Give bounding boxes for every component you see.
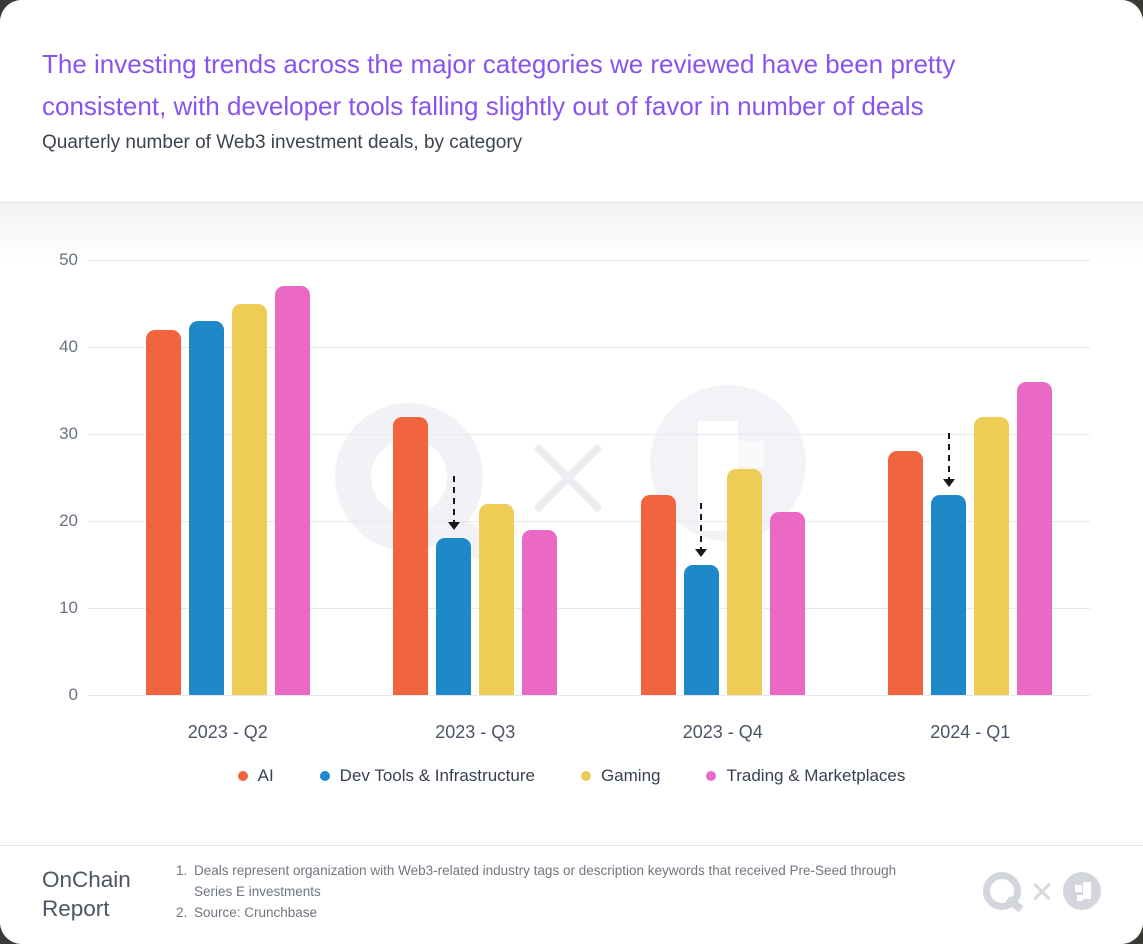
chart-subtitle: Quarterly number of Web3 investment deal… bbox=[42, 132, 523, 153]
footnotes: 1. Deals represent organization with Web3… bbox=[176, 860, 936, 923]
gridline bbox=[88, 608, 1090, 609]
chart-legend: AI Dev Tools & Infrastructure Gaming Tradin… bbox=[0, 766, 1143, 786]
bar-ai-2023-q4 bbox=[640, 494, 676, 695]
gridline bbox=[88, 347, 1090, 348]
header: The investing trends across the major ca… bbox=[0, 0, 1143, 202]
bar-trading-marketplaces-2023-q3 bbox=[522, 529, 558, 695]
legend-label: Dev Tools & Infrastructure bbox=[339, 766, 535, 785]
cross-watermark-icon bbox=[533, 443, 603, 513]
footnote-1: 1. Deals represent organization with Web3… bbox=[176, 863, 897, 899]
legend-item-gaming: Gaming bbox=[580, 766, 661, 786]
bar-chart: 0 10 20 30 40 50 2023 - Q2 2023 - Q3 2023 - Q4 20… bbox=[0, 203, 1143, 845]
footnote-2: 2. Source: Crunchbase bbox=[176, 905, 318, 920]
bar-dev-tools-infrastructure-2023-q3 bbox=[436, 538, 472, 695]
legend-item-trading-marketplaces: Trading & Marketplaces bbox=[706, 766, 905, 786]
bar-trading-marketplaces-2024-q1 bbox=[1017, 381, 1053, 695]
page-title-line2: consistent, with developer tools falling… bbox=[42, 91, 924, 121]
bar-dev-tools-infrastructure-2023-q2 bbox=[188, 320, 224, 695]
brand-line1: OnChain bbox=[42, 867, 131, 892]
bar-ai-2024-q1 bbox=[888, 451, 924, 695]
decline-arrow-head bbox=[695, 548, 708, 557]
y-axis-tick-label: 40 bbox=[59, 337, 78, 356]
bar-gaming-2023-q3 bbox=[479, 503, 515, 695]
header-divider bbox=[0, 202, 1143, 203]
y-axis-tick-label: 50 bbox=[59, 250, 78, 269]
bar-gaming-2023-q4 bbox=[726, 468, 762, 695]
bar-gaming-2023-q2 bbox=[231, 303, 267, 695]
bar-gaming-2024-q1 bbox=[974, 416, 1010, 695]
footer-logos bbox=[983, 872, 1101, 913]
legend-label: AI bbox=[257, 766, 274, 785]
decline-arrow-head bbox=[942, 478, 955, 487]
bar-dev-tools-infrastructure-2023-q4 bbox=[683, 564, 719, 695]
legend-dot-icon bbox=[237, 771, 248, 781]
gridline bbox=[88, 695, 1090, 696]
bar-ai-2023-q3 bbox=[393, 416, 429, 695]
y-axis-tick-label: 0 bbox=[68, 685, 78, 704]
quicknode-logo-icon bbox=[983, 872, 1024, 913]
legend-dot-icon bbox=[580, 771, 591, 781]
legend-dot-icon bbox=[706, 771, 717, 781]
x-axis-tick-label: 2024 - Q1 bbox=[930, 722, 1011, 742]
bar-dev-tools-infrastructure-2024-q1 bbox=[931, 494, 967, 695]
gridline bbox=[88, 434, 1090, 435]
bar-ai-2023-q2 bbox=[145, 329, 181, 695]
gridline bbox=[88, 521, 1090, 522]
x-axis-tick-label: 2023 - Q4 bbox=[682, 722, 763, 742]
y-axis-tick-label: 10 bbox=[59, 598, 78, 617]
legend-item-dev-tools-infrastructure: Dev Tools & Infrastructure bbox=[319, 766, 535, 786]
x-axis-tick-label: 2023 - Q2 bbox=[187, 722, 268, 742]
page-title: The investing trends across the major ca… bbox=[42, 49, 956, 79]
decline-arrow-line bbox=[947, 432, 950, 479]
y-axis-tick-label: 20 bbox=[59, 511, 78, 530]
decline-arrow-line bbox=[452, 476, 455, 523]
brand-logo-text: OnChain Report bbox=[42, 865, 131, 923]
legend-label: Trading & Marketplaces bbox=[726, 766, 906, 785]
chart-top-gradient bbox=[0, 203, 1143, 261]
decline-arrow-head bbox=[447, 522, 460, 531]
bar-trading-marketplaces-2023-q4 bbox=[769, 512, 805, 695]
legend-item-ai: AI bbox=[237, 766, 274, 786]
brand-line2: Report bbox=[42, 896, 110, 921]
cross-icon bbox=[1033, 882, 1051, 900]
footer: OnChain Report 1. Deals represent organiz… bbox=[0, 845, 1143, 944]
artemis-logo-icon bbox=[1063, 872, 1101, 910]
gridline bbox=[88, 260, 1090, 261]
legend-dot-icon bbox=[319, 771, 330, 781]
x-axis-tick-label: 2023 - Q3 bbox=[435, 722, 516, 742]
legend-label: Gaming bbox=[600, 766, 661, 785]
y-axis-tick-label: 30 bbox=[59, 424, 78, 443]
decline-arrow-line bbox=[700, 502, 703, 549]
bar-trading-marketplaces-2023-q2 bbox=[274, 286, 310, 695]
